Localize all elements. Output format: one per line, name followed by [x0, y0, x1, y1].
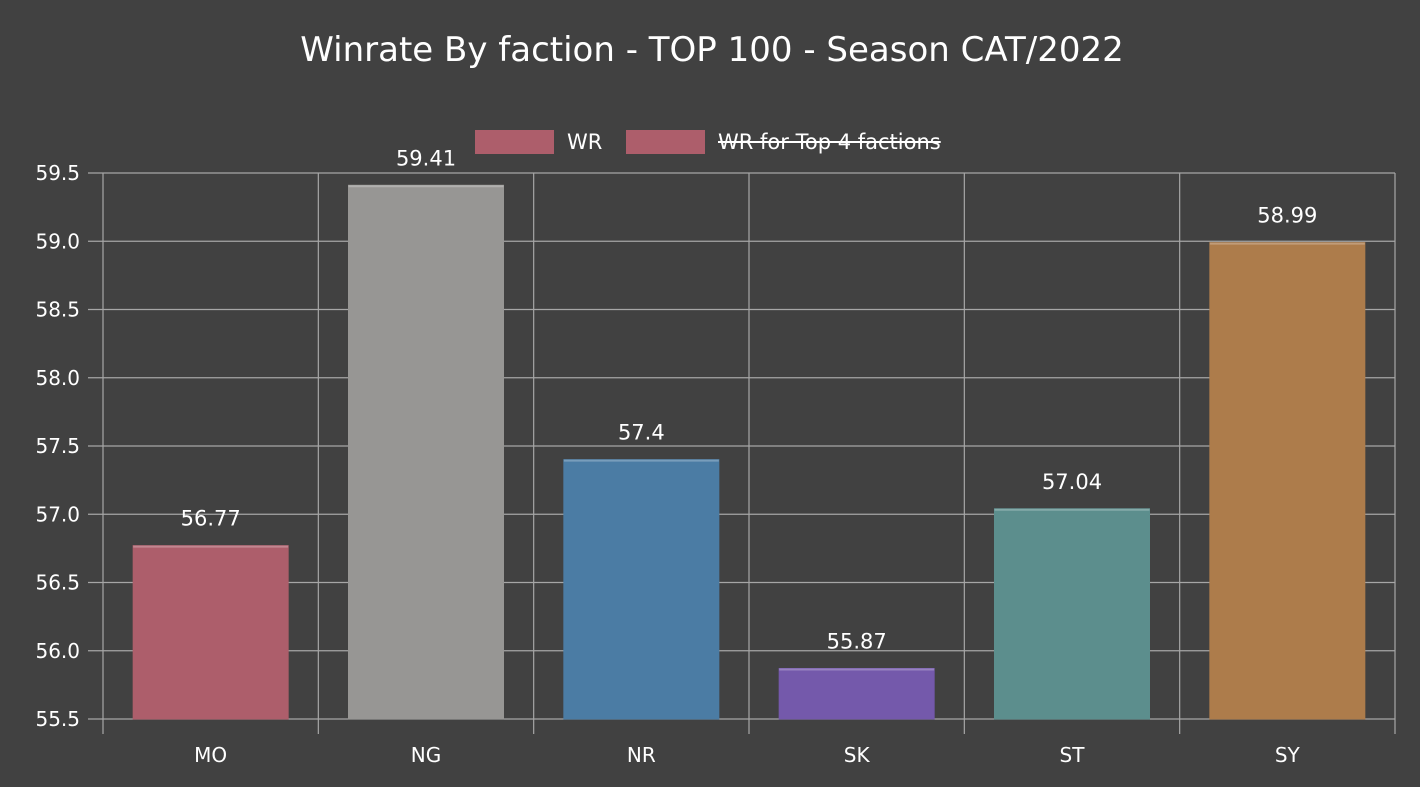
legend-item-wr[interactable]: WR	[475, 130, 602, 154]
y-tick-label: 55.5	[35, 707, 80, 731]
bar-mo	[132, 545, 289, 720]
bars	[132, 184, 1366, 720]
legend-label: WR	[567, 130, 602, 154]
data-label: 57.4	[618, 421, 665, 445]
chart-title: Winrate By faction - TOP 100 - Season CA…	[300, 30, 1123, 70]
data-label: 58.99	[1257, 204, 1317, 228]
x-axis-ticks: MO NG NR SK ST SY	[194, 743, 1300, 767]
legend[interactable]: WR WR for Top 4 factions	[475, 130, 941, 154]
bar-sk	[778, 667, 935, 720]
legend-item-wr-top4[interactable]: WR for Top 4 factions	[626, 130, 941, 154]
bar-st	[994, 508, 1150, 720]
y-tick-label: 57.5	[35, 434, 80, 458]
data-labels: 56.77 59.41 57.4 55.87 57.04 58.99	[181, 146, 1318, 653]
x-tick-label: NR	[627, 743, 656, 767]
x-tick-label: SK	[844, 743, 871, 767]
data-label: 57.04	[1042, 470, 1102, 494]
y-tick-label: 58.0	[35, 366, 80, 390]
y-tick-label: 59.5	[35, 161, 80, 185]
legend-swatch	[626, 130, 705, 154]
x-tick-label: MO	[194, 743, 227, 767]
bar-ng	[348, 184, 504, 720]
y-tick-label: 59.0	[35, 229, 80, 253]
bar-sy	[1209, 242, 1366, 720]
bar-nr	[563, 459, 720, 720]
x-tick-label: SY	[1275, 743, 1301, 767]
y-tick-label: 58.5	[35, 298, 80, 322]
data-label: 55.87	[827, 629, 887, 653]
y-tick-label: 56.0	[35, 639, 80, 663]
x-tick-label: NG	[411, 743, 441, 767]
y-axis-ticks: 55.5 56.0 56.5 57.0 57.5 58.0 58.5 59.0 59.5	[35, 161, 80, 731]
data-label: 59.41	[396, 146, 456, 170]
legend-swatch	[475, 130, 554, 154]
x-tick-label: ST	[1060, 743, 1086, 767]
y-tick-label: 57.0	[35, 502, 80, 526]
data-label: 56.77	[181, 507, 241, 531]
y-tick-label: 56.5	[35, 571, 80, 595]
grid	[88, 172, 1396, 734]
